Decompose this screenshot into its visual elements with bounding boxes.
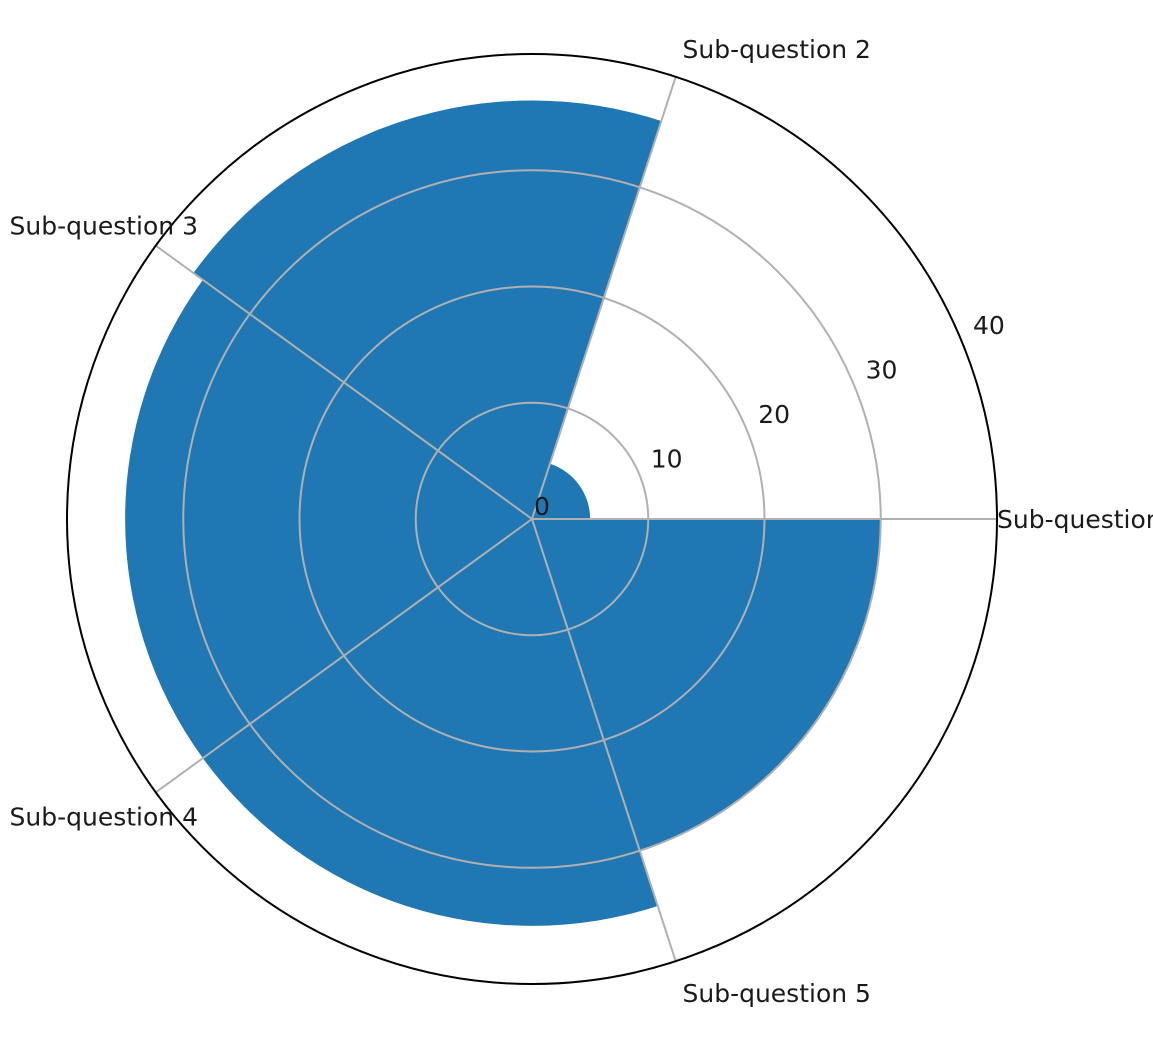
grid-spoke-3	[155, 244, 533, 520]
category-label-2: Sub-question 2	[682, 35, 870, 64]
grid-spoke-2	[531, 76, 677, 520]
bar-wedge-2	[193, 100, 662, 520]
r-tick-label-30: 30	[866, 355, 898, 384]
category-label-3: Sub-question 3	[10, 212, 198, 241]
frame-layer	[66, 53, 998, 985]
bar-wedge-1	[532, 463, 591, 519]
r-tick-label-20: 20	[758, 400, 790, 429]
bar-wedge-4	[202, 519, 658, 926]
label-layer: 0 10 20 30 40 Sub-question 1 Sub-question 2 Sub…	[10, 35, 1153, 1008]
category-label-5: Sub-question 5	[682, 979, 870, 1008]
polar-frame	[66, 53, 998, 985]
category-label-1: Sub-question 1	[997, 505, 1153, 534]
bars-layer	[125, 100, 881, 926]
bar-wedge-3	[125, 279, 532, 759]
bar-wedge-5	[532, 519, 881, 851]
grid-spoke-4	[155, 518, 533, 794]
grid-spoke-5	[531, 518, 677, 962]
r-tick-label-10: 10	[651, 444, 683, 473]
r-tick-label-0: 0	[534, 492, 550, 521]
category-label-4: Sub-question 4	[10, 802, 198, 831]
grid-layer	[155, 76, 997, 962]
r-tick-label-40: 40	[973, 311, 1005, 340]
